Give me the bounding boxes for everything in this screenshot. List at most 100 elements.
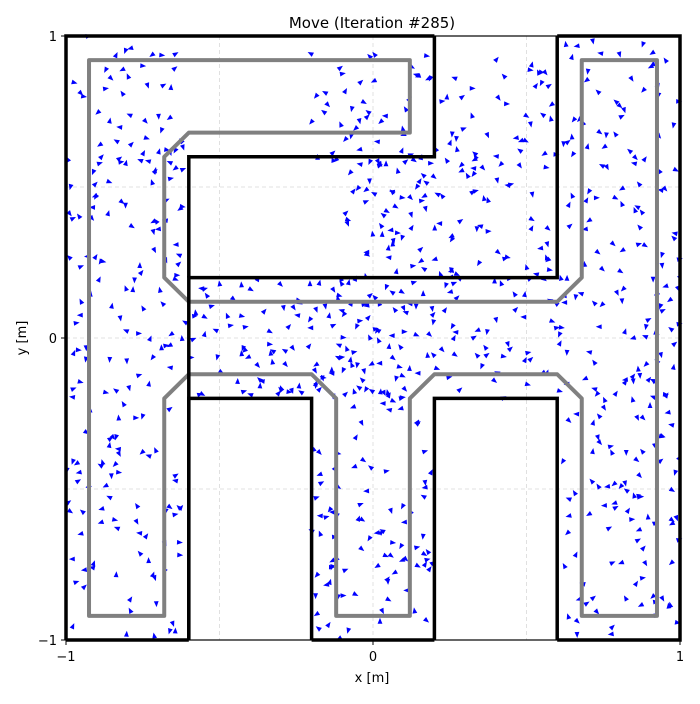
particle-arrow bbox=[88, 214, 95, 221]
particle-arrow bbox=[512, 135, 519, 140]
particle-arrow bbox=[373, 139, 381, 145]
particle-arrow bbox=[89, 205, 96, 210]
particle-arrow bbox=[370, 230, 376, 237]
particle-arrow bbox=[355, 362, 360, 369]
particle-arrow bbox=[145, 454, 152, 459]
particle-arrow bbox=[586, 217, 593, 223]
particle-arrow bbox=[608, 624, 615, 631]
particle-arrow bbox=[389, 290, 396, 296]
particle-arrow bbox=[671, 341, 678, 348]
particle-arrow bbox=[400, 125, 406, 132]
particle-arrow bbox=[127, 596, 133, 603]
particle-arrow bbox=[610, 449, 615, 456]
particle-arrow bbox=[388, 507, 393, 515]
particle-arrow bbox=[168, 627, 173, 635]
particle-arrow bbox=[90, 560, 96, 567]
particle-arrow bbox=[604, 483, 611, 489]
particle-arrow bbox=[582, 375, 589, 381]
particle-arrow bbox=[347, 169, 354, 176]
particle-arrow bbox=[347, 356, 353, 363]
particle-arrow bbox=[548, 318, 556, 323]
particle-arrow bbox=[139, 448, 146, 455]
particle-arrow bbox=[114, 434, 119, 441]
particle-arrow bbox=[361, 368, 366, 375]
particle-arrow bbox=[548, 101, 555, 107]
particle-arrow bbox=[549, 115, 554, 122]
particle-arrow bbox=[150, 354, 157, 361]
particle-arrow bbox=[339, 71, 346, 77]
particle-arrow bbox=[365, 110, 372, 116]
particle-arrow bbox=[66, 254, 73, 261]
particle-arrow bbox=[349, 105, 355, 113]
particle-arrow bbox=[153, 601, 159, 608]
particle-arrow bbox=[154, 447, 159, 454]
particle-arrow bbox=[598, 265, 605, 272]
particle-arrow bbox=[491, 377, 498, 383]
particle-arrow bbox=[141, 305, 147, 312]
particle-arrow bbox=[359, 456, 367, 463]
particle-arrow bbox=[672, 166, 679, 172]
particle-arrow bbox=[641, 242, 648, 248]
particle-arrow bbox=[573, 411, 580, 417]
particle-arrow bbox=[438, 346, 445, 353]
particle-arrow bbox=[527, 67, 534, 73]
particle-arrow bbox=[612, 505, 619, 511]
particle-arrow bbox=[130, 286, 136, 293]
particle-arrow bbox=[421, 561, 427, 568]
particle-arrow bbox=[94, 193, 100, 200]
particle-arrow bbox=[260, 308, 267, 315]
particle-arrow bbox=[561, 300, 568, 305]
particle-arrow bbox=[384, 283, 390, 291]
particle-arrow bbox=[136, 331, 143, 336]
particle-arrow bbox=[637, 224, 643, 231]
particle-arrow bbox=[670, 363, 676, 371]
particle-arrow bbox=[329, 150, 336, 157]
particle-arrow bbox=[390, 240, 396, 247]
particle-arrow bbox=[517, 137, 525, 143]
particle-arrow bbox=[359, 377, 366, 384]
particle-arrow bbox=[385, 244, 391, 251]
particle-arrow bbox=[658, 303, 664, 310]
particle-arrow bbox=[166, 503, 173, 510]
particle-arrow bbox=[594, 434, 600, 441]
particle-arrow bbox=[238, 313, 246, 318]
particle-arrow bbox=[624, 507, 630, 514]
particle-arrow bbox=[111, 516, 119, 522]
particle-arrow bbox=[458, 167, 465, 173]
particle-arrow bbox=[136, 530, 143, 536]
particle-arrow bbox=[353, 124, 360, 131]
particle-arrow bbox=[328, 509, 335, 515]
particle-arrow bbox=[635, 242, 643, 248]
particle-arrow bbox=[377, 617, 383, 624]
particle-arrow bbox=[102, 389, 110, 395]
particle-arrow bbox=[102, 86, 109, 92]
particle-arrow bbox=[667, 296, 674, 303]
particle-arrow bbox=[629, 517, 636, 522]
particle-arrow bbox=[556, 340, 562, 347]
particle-arrow bbox=[275, 390, 281, 397]
particle-arrow bbox=[450, 322, 456, 330]
particle-arrow bbox=[558, 324, 565, 330]
particle-arrow bbox=[595, 89, 602, 96]
particle-arrow bbox=[565, 201, 571, 208]
particle-arrow bbox=[593, 608, 600, 615]
particle-arrow bbox=[451, 351, 458, 357]
particle-arrow bbox=[449, 267, 454, 274]
particle-arrow bbox=[553, 325, 561, 331]
particle-arrow bbox=[612, 194, 619, 200]
particle-arrow bbox=[673, 469, 679, 476]
particle-arrow bbox=[179, 144, 185, 151]
particle-arrow bbox=[317, 481, 325, 487]
particle-arrow bbox=[671, 122, 677, 129]
particle-arrow bbox=[270, 358, 276, 365]
particle-arrow bbox=[460, 127, 467, 132]
particle-arrow bbox=[469, 86, 476, 91]
particle-arrow bbox=[75, 347, 82, 353]
particle-arrow bbox=[356, 118, 362, 125]
particle-arrow bbox=[376, 163, 384, 169]
particle-arrow bbox=[399, 395, 406, 401]
particle-arrow bbox=[239, 281, 245, 288]
particle-arrow bbox=[639, 575, 646, 581]
particle-arrow bbox=[352, 434, 358, 441]
particle-arrow bbox=[623, 595, 629, 602]
